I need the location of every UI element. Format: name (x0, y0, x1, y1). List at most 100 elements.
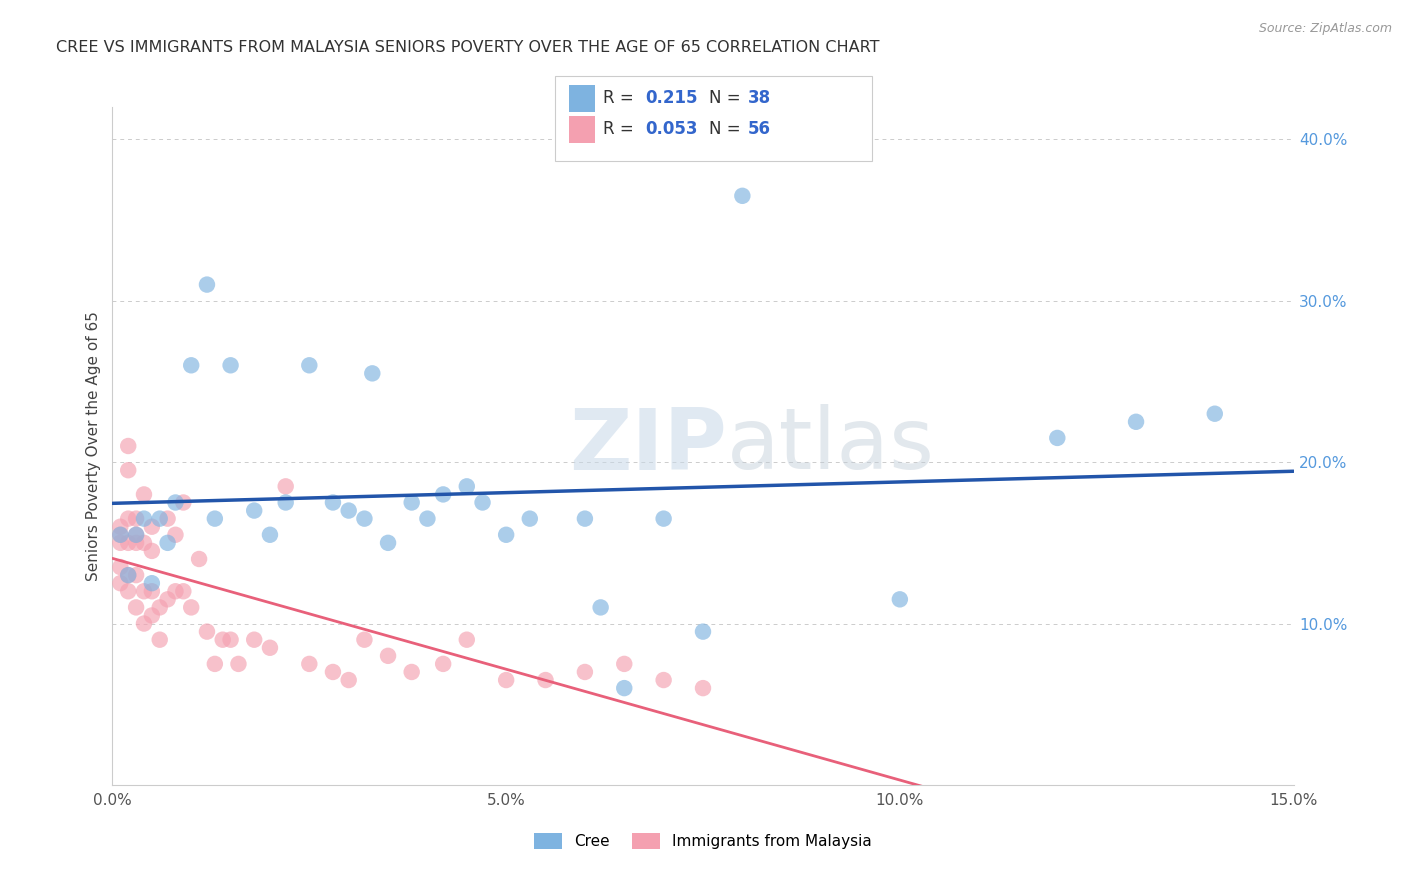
Point (141, 544, 163, 558)
Point (156, 592, 179, 607)
Point (195, 624, 218, 639)
Point (188, 552, 211, 566)
Point (149, 511, 172, 525)
Point (361, 367, 384, 381)
Text: CREE VS IMMIGRANTS FROM MALAYSIA SENIORS POVERTY OVER THE AGE OF 65 CORRELATION : CREE VS IMMIGRANTS FROM MALAYSIA SENIORS… (56, 40, 880, 55)
Point (432, 657, 454, 671)
Point (180, 359, 202, 373)
Point (195, 277, 218, 292)
Point (117, 439, 139, 453)
Text: 0.215: 0.215 (645, 89, 697, 107)
Point (416, 511, 439, 525)
Text: 0.053: 0.053 (645, 120, 697, 138)
Point (219, 359, 242, 373)
Point (401, 495, 423, 509)
Point (298, 359, 321, 373)
Point (165, 495, 187, 509)
Point (337, 673, 360, 687)
Point (692, 681, 714, 695)
Point (149, 600, 172, 615)
Text: Source: ZipAtlas.com: Source: ZipAtlas.com (1258, 22, 1392, 36)
Point (172, 495, 194, 509)
Point (132, 487, 155, 501)
Point (110, 560, 132, 574)
Point (574, 665, 596, 679)
Point (110, 536, 132, 550)
Legend: Cree, Immigrants from Malaysia: Cree, Immigrants from Malaysia (529, 827, 877, 855)
Point (141, 576, 163, 591)
Point (259, 640, 281, 655)
Point (125, 568, 148, 582)
Point (141, 584, 163, 599)
Point (589, 600, 612, 615)
Point (574, 511, 596, 525)
Point (1204, 407, 1226, 421)
Point (243, 503, 266, 517)
Point (353, 632, 375, 647)
Point (117, 536, 139, 550)
Text: atlas: atlas (727, 404, 935, 488)
Point (125, 536, 148, 550)
Point (141, 519, 163, 533)
Point (377, 536, 399, 550)
Point (117, 511, 139, 525)
Point (432, 487, 454, 501)
Point (534, 673, 557, 687)
Point (401, 665, 423, 679)
Point (125, 600, 148, 615)
Point (117, 584, 139, 599)
Point (471, 495, 494, 509)
Point (1125, 415, 1147, 429)
Point (165, 584, 187, 599)
Point (322, 495, 344, 509)
Point (110, 519, 132, 533)
Point (613, 657, 636, 671)
Point (274, 479, 297, 493)
Point (180, 600, 202, 615)
Point (125, 511, 148, 525)
Point (274, 495, 297, 509)
Point (204, 657, 226, 671)
Point (165, 528, 187, 542)
Point (692, 624, 714, 639)
Text: 56: 56 (748, 120, 770, 138)
Text: R =: R = (603, 120, 640, 138)
Point (337, 503, 360, 517)
Point (132, 536, 155, 550)
Point (117, 463, 139, 477)
Point (156, 536, 179, 550)
Point (125, 528, 148, 542)
Text: N =: N = (709, 120, 745, 138)
Point (495, 528, 517, 542)
Point (132, 511, 155, 525)
Text: R =: R = (603, 89, 640, 107)
Point (243, 632, 266, 647)
Point (219, 632, 242, 647)
Text: N =: N = (709, 89, 745, 107)
Point (228, 657, 250, 671)
Point (204, 511, 226, 525)
Point (141, 608, 163, 623)
Point (117, 568, 139, 582)
Point (132, 584, 155, 599)
Point (172, 584, 194, 599)
Point (298, 657, 321, 671)
Point (652, 673, 675, 687)
Point (259, 528, 281, 542)
Point (377, 648, 399, 663)
Point (110, 528, 132, 542)
Point (495, 673, 517, 687)
Point (149, 632, 172, 647)
Point (1046, 431, 1069, 445)
Point (322, 665, 344, 679)
Text: ZIP: ZIP (569, 404, 727, 488)
Point (613, 681, 636, 695)
Point (731, 189, 754, 203)
Point (652, 511, 675, 525)
Point (211, 632, 233, 647)
Point (125, 528, 148, 542)
Point (117, 568, 139, 582)
Point (456, 632, 478, 647)
Point (110, 576, 132, 591)
Point (353, 511, 375, 525)
